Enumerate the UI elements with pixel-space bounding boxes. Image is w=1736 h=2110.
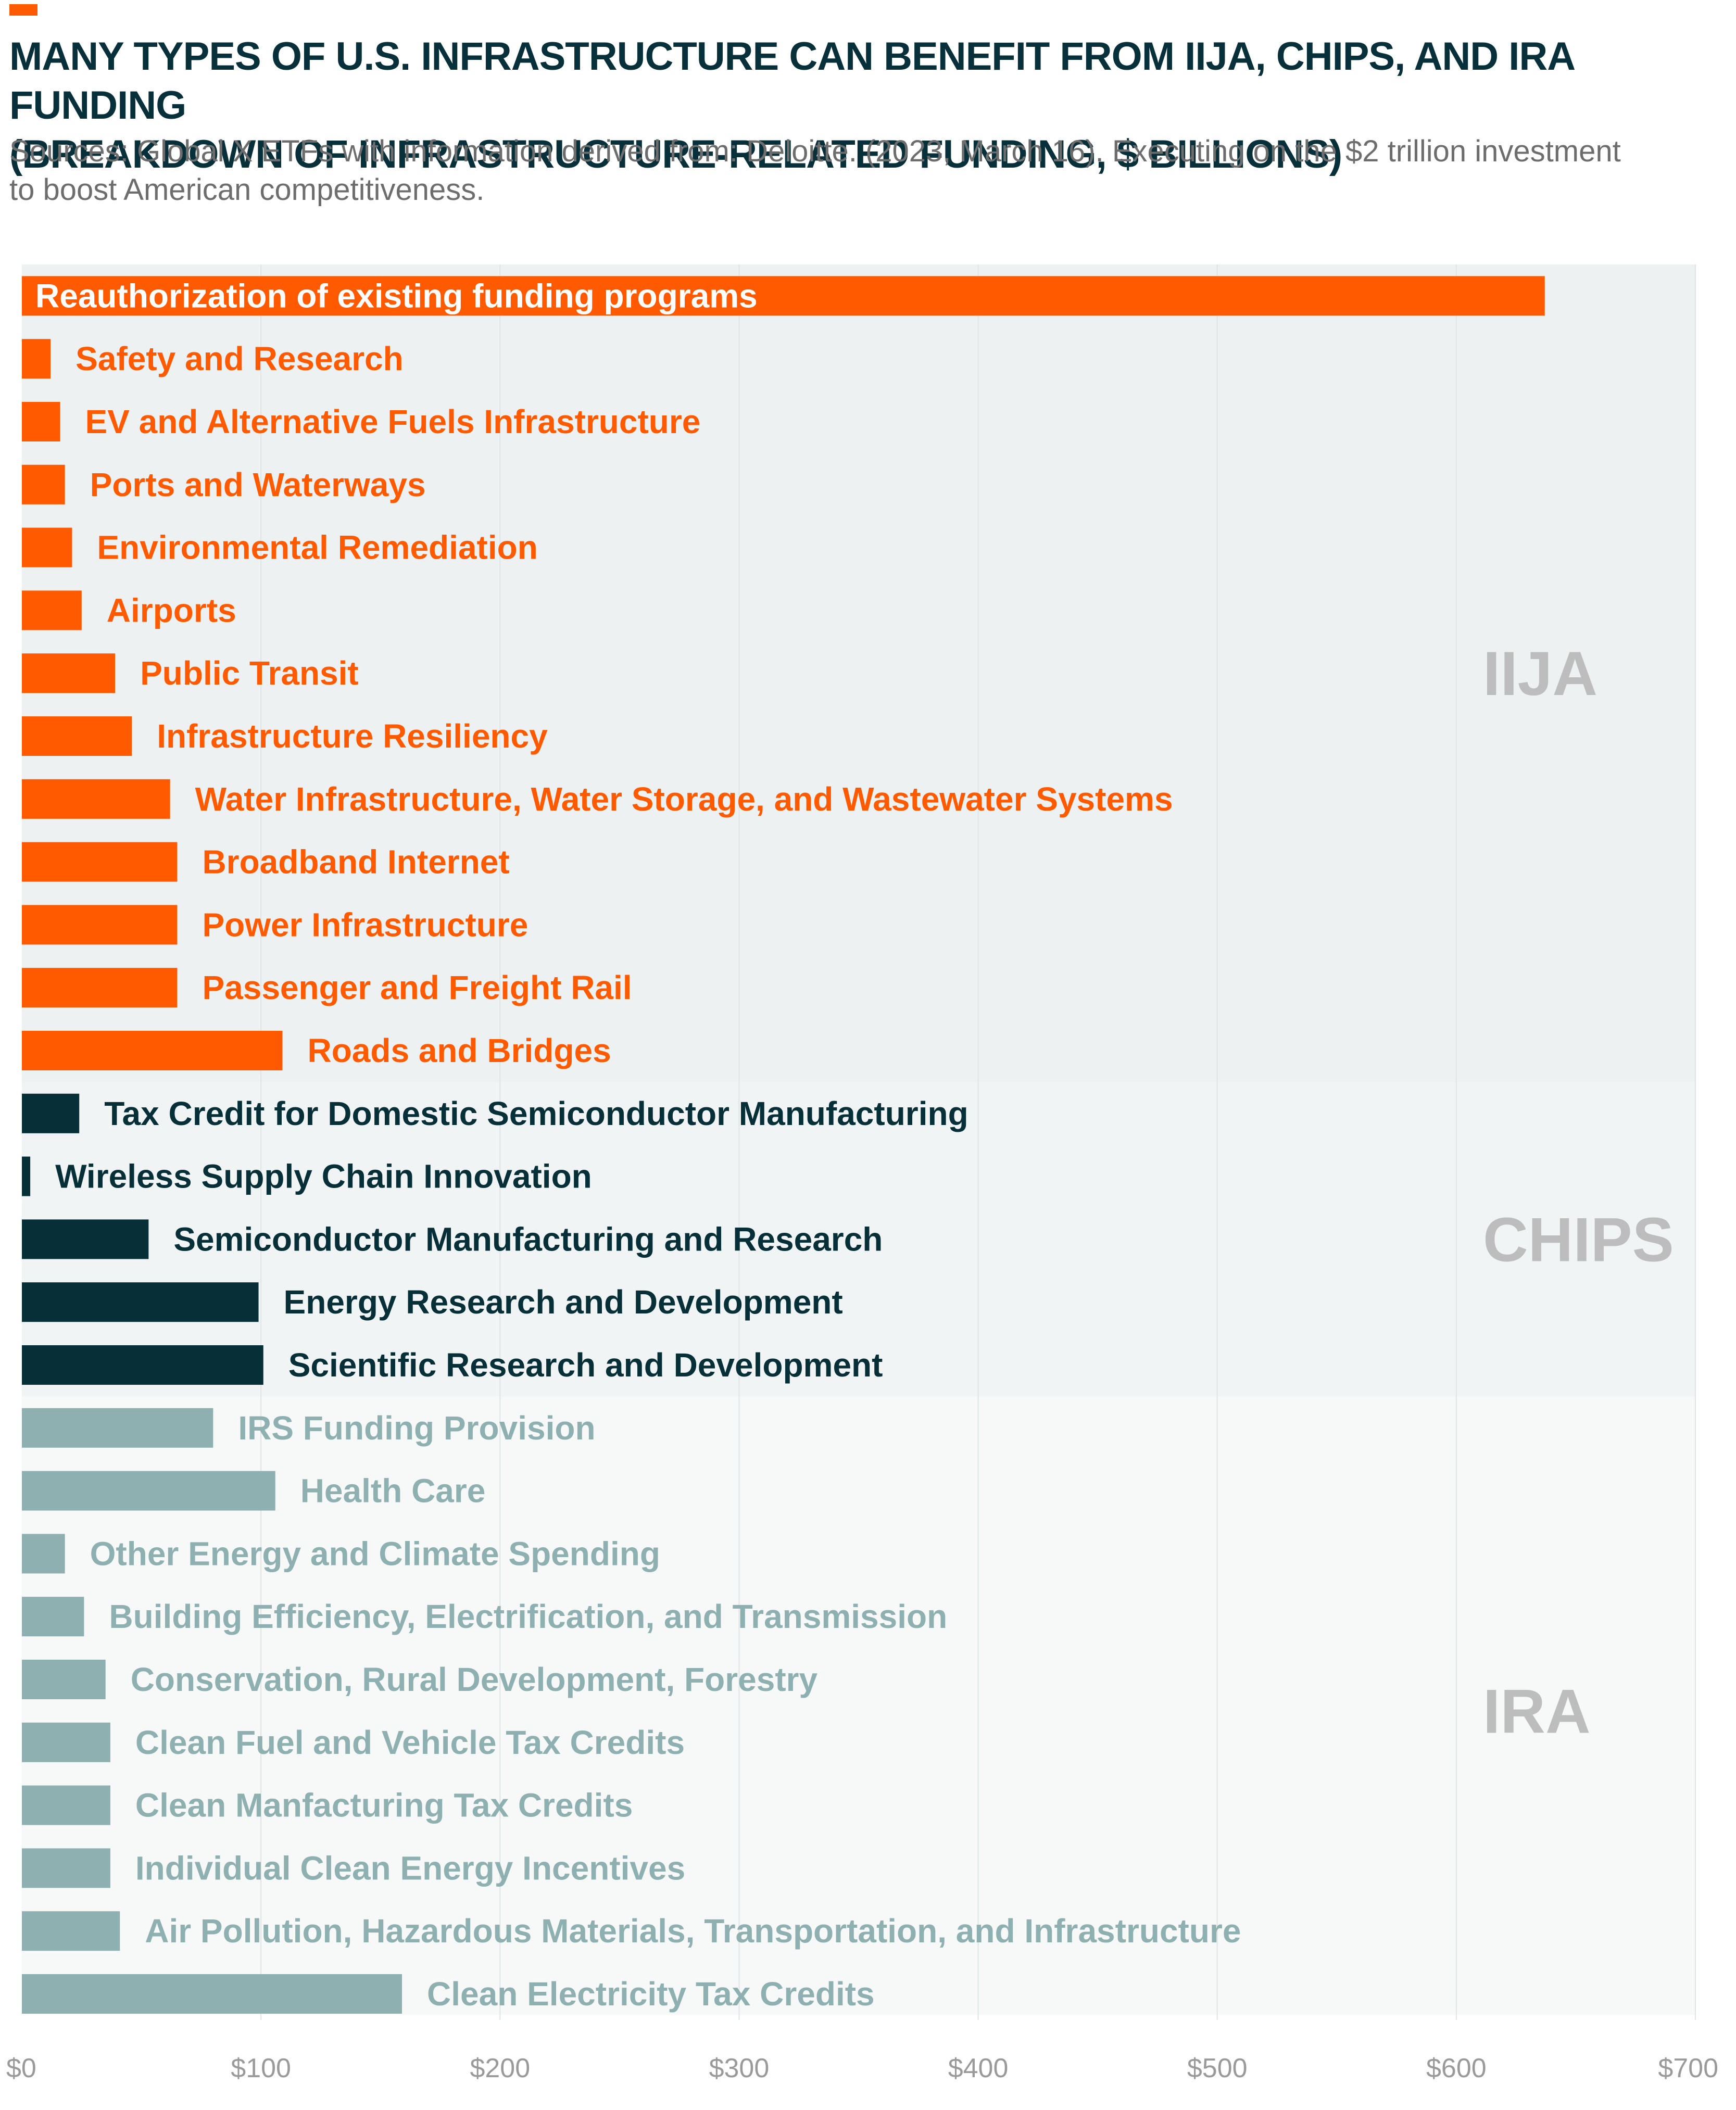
group-label-chips: CHIPS bbox=[1483, 1205, 1674, 1274]
bar-chips-2 bbox=[22, 1219, 149, 1259]
bar-ira-0 bbox=[22, 1408, 213, 1448]
bar-label-ira-6: Clean Manfacturing Tax Credits bbox=[135, 1787, 633, 1824]
x-tick-label-7: $700 bbox=[1658, 2053, 1718, 2083]
bar-ira-9 bbox=[22, 1974, 402, 2014]
x-tick-label-1: $100 bbox=[231, 2053, 291, 2083]
bar-label-chips-4: Scientific Research and Development bbox=[288, 1346, 883, 1384]
bar-ira-1 bbox=[22, 1471, 275, 1511]
bar-label-iija-10: Power Infrastructure bbox=[202, 906, 528, 943]
bar-label-iija-1: Safety and Research bbox=[76, 340, 404, 377]
bar-label-iija-11: Passenger and Freight Rail bbox=[202, 969, 632, 1006]
bar-label-ira-2: Other Energy and Climate Spending bbox=[90, 1535, 660, 1572]
bar-chips-4 bbox=[22, 1345, 263, 1385]
x-tick-label-4: $400 bbox=[948, 2053, 1009, 2083]
chart-title: MANY TYPES OF U.S. INFRASTRUCTURE CAN BE… bbox=[9, 32, 1728, 179]
bar-iija-9 bbox=[22, 842, 178, 882]
bar-label-chips-2: Semiconductor Manufacturing and Research bbox=[173, 1220, 883, 1258]
bar-label-iija-4: Environmental Remediation bbox=[97, 529, 537, 566]
x-tick-label-6: $600 bbox=[1426, 2053, 1487, 2083]
bar-iija-7 bbox=[22, 716, 132, 756]
bar-ira-3 bbox=[22, 1597, 84, 1637]
bar-label-iija-8: Water Infrastructure, Water Storage, and… bbox=[195, 780, 1173, 818]
bar-iija-12 bbox=[22, 1031, 283, 1070]
bar-label-ira-5: Clean Fuel and Vehicle Tax Credits bbox=[135, 1724, 685, 1761]
bar-chips-0 bbox=[22, 1093, 80, 1133]
bar-iija-10 bbox=[22, 905, 178, 945]
bar-label-chips-0: Tax Credit for Domestic Semiconductor Ma… bbox=[104, 1095, 968, 1132]
bar-chips-1 bbox=[22, 1156, 31, 1196]
x-tick-label-5: $500 bbox=[1187, 2053, 1248, 2083]
bar-iija-8 bbox=[22, 779, 170, 819]
x-tick-label-0: $0 bbox=[6, 2053, 36, 2083]
group-band-ira bbox=[22, 1396, 1695, 2015]
accent-bar bbox=[9, 4, 37, 16]
bar-label-iija-5: Airports bbox=[107, 591, 236, 629]
bar-ira-8 bbox=[22, 1911, 120, 1951]
x-tick-label-3: $300 bbox=[709, 2053, 770, 2083]
chart-title-line-1: MANY TYPES OF U.S. INFRASTRUCTURE CAN BE… bbox=[9, 34, 1574, 128]
bar-ira-5 bbox=[22, 1722, 110, 1762]
group-band-iija bbox=[22, 264, 1695, 1082]
bar-ira-6 bbox=[22, 1785, 110, 1825]
bar-label-ira-8: Air Pollution, Hazardous Materials, Tran… bbox=[145, 1912, 1241, 1950]
bar-ira-2 bbox=[22, 1534, 65, 1574]
bar-iija-5 bbox=[22, 590, 82, 630]
bar-iija-1 bbox=[22, 339, 51, 379]
bar-label-iija-12: Roads and Bridges bbox=[307, 1032, 611, 1069]
bar-label-iija-7: Infrastructure Resiliency bbox=[157, 717, 548, 755]
source-note: Sources: Global X ETFs with information … bbox=[9, 132, 1728, 209]
bar-iija-4 bbox=[22, 527, 72, 567]
bar-ira-7 bbox=[22, 1848, 110, 1888]
group-label-ira: IRA bbox=[1483, 1676, 1591, 1746]
bar-iija-3 bbox=[22, 464, 65, 504]
bar-label-ira-3: Building Efficiency, Electrification, an… bbox=[109, 1598, 947, 1635]
bar-label-ira-0: IRS Funding Provision bbox=[238, 1409, 595, 1447]
bar-iija-6 bbox=[22, 653, 116, 693]
bar-label-chips-3: Energy Research and Development bbox=[284, 1283, 843, 1321]
bar-iija-0 bbox=[22, 276, 1545, 316]
bar-label-iija-0: Reauthorization of existing funding prog… bbox=[35, 277, 758, 314]
bar-ira-4 bbox=[22, 1660, 106, 1699]
bar-iija-11 bbox=[22, 968, 178, 1008]
bar-label-ira-4: Conservation, Rural Development, Forestr… bbox=[131, 1661, 818, 1698]
chart-title-line-2: (BREAKDOWN OF INFRASTRUCTURE-RELATED FUN… bbox=[9, 132, 1342, 176]
bar-label-ira-1: Health Care bbox=[300, 1472, 486, 1510]
group-label-iija: IIJA bbox=[1483, 639, 1597, 709]
bar-label-ira-9: Clean Electricity Tax Credits bbox=[427, 1975, 875, 2013]
bar-label-iija-9: Broadband Internet bbox=[202, 843, 509, 881]
bar-label-chips-1: Wireless Supply Chain Innovation bbox=[55, 1158, 592, 1195]
bar-label-iija-3: Ports and Waterways bbox=[90, 466, 426, 503]
bar-label-ira-7: Individual Clean Energy Incentives bbox=[135, 1849, 685, 1887]
source-line-2: to boost American competitiveness. bbox=[9, 173, 485, 207]
bar-label-iija-6: Public Transit bbox=[140, 654, 359, 692]
group-band-chips bbox=[22, 1082, 1695, 1397]
source-line-1: Sources: Global X ETFs with information … bbox=[9, 134, 1621, 168]
x-tick-label-2: $200 bbox=[470, 2053, 530, 2083]
bar-chips-3 bbox=[22, 1282, 259, 1322]
bar-label-iija-2: EV and Alternative Fuels Infrastructure bbox=[85, 403, 700, 440]
bar-iija-2 bbox=[22, 402, 60, 441]
